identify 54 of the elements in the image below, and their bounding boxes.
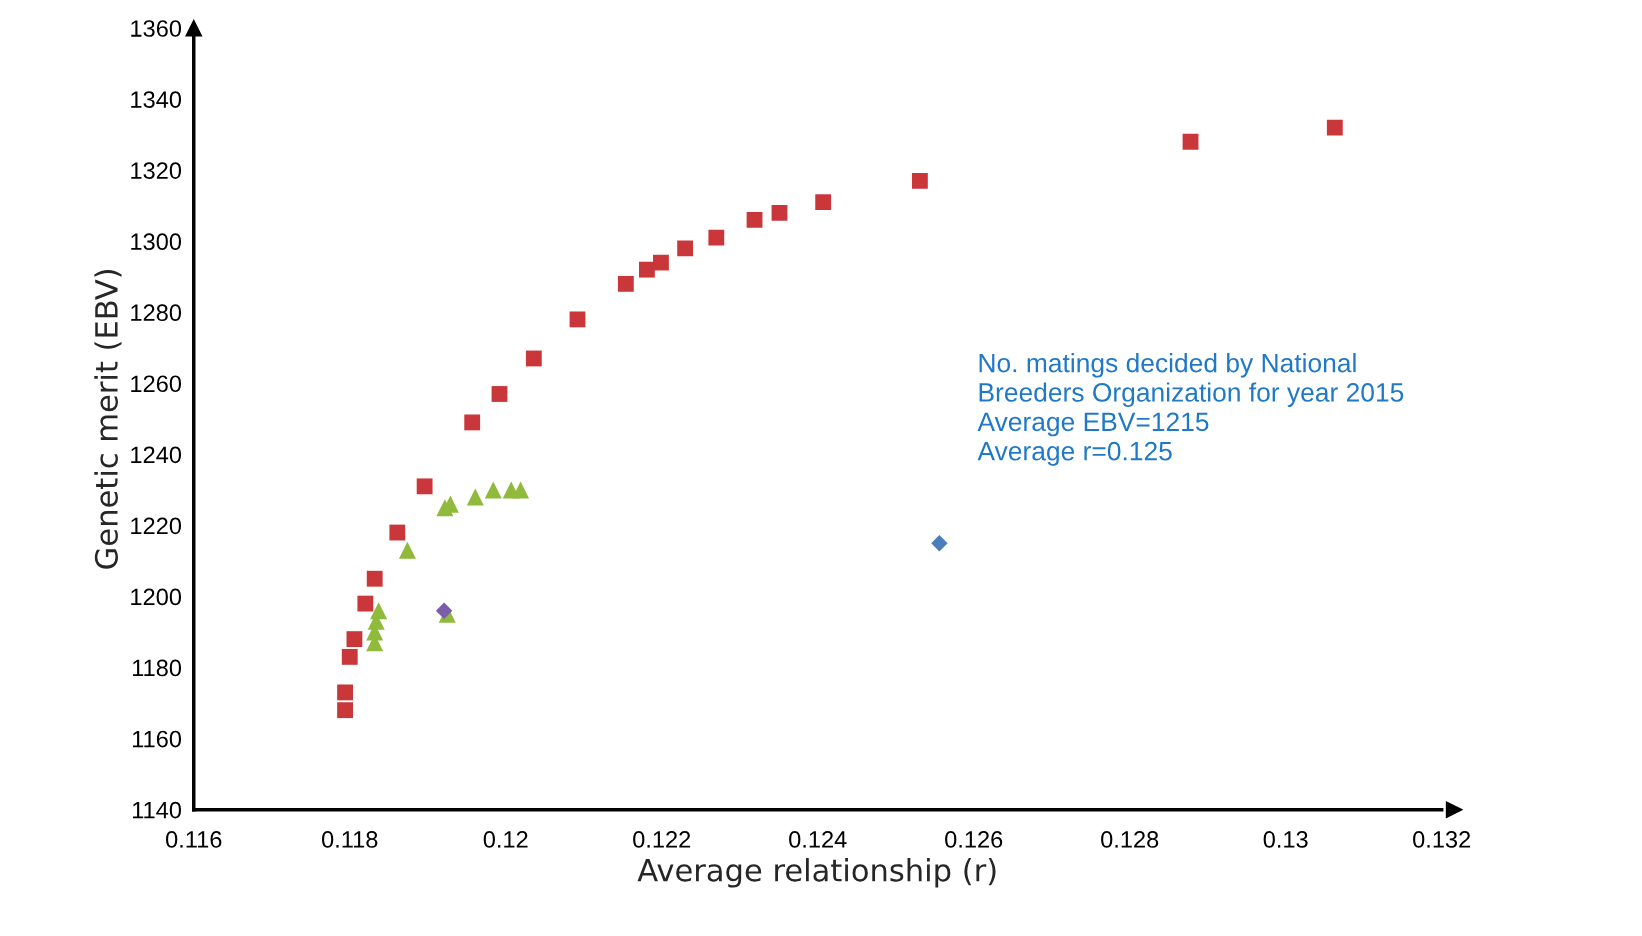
point	[746, 212, 763, 228]
point	[366, 570, 383, 587]
point	[346, 631, 363, 648]
point	[512, 481, 530, 499]
point	[389, 524, 406, 541]
point	[525, 350, 542, 367]
y-tick-label: 1320	[131, 162, 182, 179]
x-tick-label: 0.128	[1101, 831, 1159, 848]
y-tick-label: 1200	[131, 588, 182, 606]
y-axis-title: Genetic merit (EBV)	[94, 269, 122, 569]
x-tick-label: 0.122	[633, 831, 691, 848]
point	[491, 386, 508, 402]
y-tick-label: 1340	[131, 91, 182, 108]
point	[337, 702, 353, 719]
point	[416, 478, 433, 495]
y-tick-label: 1160	[132, 730, 182, 748]
point	[357, 595, 374, 612]
point	[617, 275, 634, 292]
y-tick-label: 1360	[131, 20, 182, 37]
x-tick-label: 0.124	[789, 831, 847, 848]
x-tick-label: 0.116	[166, 831, 222, 848]
x-tick-label: 0.13	[1263, 831, 1308, 848]
point	[771, 204, 788, 221]
point	[911, 172, 928, 189]
point	[1182, 133, 1199, 150]
point	[815, 194, 832, 211]
point	[341, 648, 358, 665]
point	[569, 311, 586, 328]
x-tick-label: 0.132	[1413, 831, 1471, 848]
point	[484, 481, 502, 499]
x-axis-title: Average relationship (r)	[637, 858, 996, 888]
y-tick-label: 1280	[131, 304, 182, 322]
y-tick-label: 1140	[132, 801, 182, 819]
x-tick-label: 0.118	[322, 831, 378, 848]
point	[677, 240, 694, 257]
y-tick-label: 1300	[131, 233, 182, 251]
point	[466, 488, 484, 506]
point	[435, 602, 453, 619]
point	[464, 414, 481, 431]
point	[370, 602, 388, 620]
point	[337, 684, 353, 701]
annotation: No. matings decided by National Breeders Organization for year 2015 Average EBV=1215 Average r=0.125	[977, 353, 1404, 466]
y-tick-label: 1180	[132, 659, 182, 677]
y-tick-label: 1220	[131, 517, 182, 535]
point	[653, 254, 669, 271]
y-tick-label: 1260	[131, 375, 182, 393]
point	[398, 541, 416, 559]
point	[708, 229, 725, 246]
point	[1326, 119, 1343, 136]
x-tick-label: 0.12	[483, 831, 528, 848]
x-tick-label: 0.126	[945, 831, 1003, 848]
point	[931, 534, 948, 552]
point	[638, 261, 655, 278]
y-tick-label: 1240	[131, 446, 182, 464]
